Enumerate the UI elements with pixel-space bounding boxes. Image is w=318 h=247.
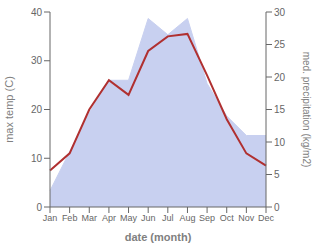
svg-text:date (month): date (month) [125,231,192,243]
svg-text:Mar: Mar [82,213,98,223]
svg-text:Sep: Sep [199,213,215,223]
svg-text:40: 40 [31,7,43,18]
svg-text:Aug: Aug [179,213,195,223]
svg-text:Jan: Jan [43,213,58,223]
svg-text:30: 30 [274,7,286,18]
svg-text:Apr: Apr [102,213,116,223]
svg-text:0: 0 [274,202,280,213]
svg-text:20: 20 [274,72,286,83]
svg-text:May: May [120,213,138,223]
svg-text:med. precipitation (kg/m2): med. precipitation (kg/m2) [301,52,310,168]
svg-text:10: 10 [31,153,43,164]
svg-text:30: 30 [31,55,43,66]
svg-text:Jul: Jul [162,213,174,223]
svg-text:10: 10 [274,137,286,148]
svg-text:15: 15 [274,104,286,115]
svg-text:max temp (C): max temp (C) [8,76,15,143]
svg-text:Dec: Dec [258,213,275,223]
svg-text:0: 0 [36,202,42,213]
svg-text:Jun: Jun [141,213,156,223]
svg-text:Oct: Oct [220,213,235,223]
svg-text:25: 25 [274,39,286,50]
svg-text:Nov: Nov [238,213,255,223]
svg-text:20: 20 [31,104,43,115]
svg-text:5: 5 [274,169,280,180]
svg-text:Feb: Feb [62,213,78,223]
